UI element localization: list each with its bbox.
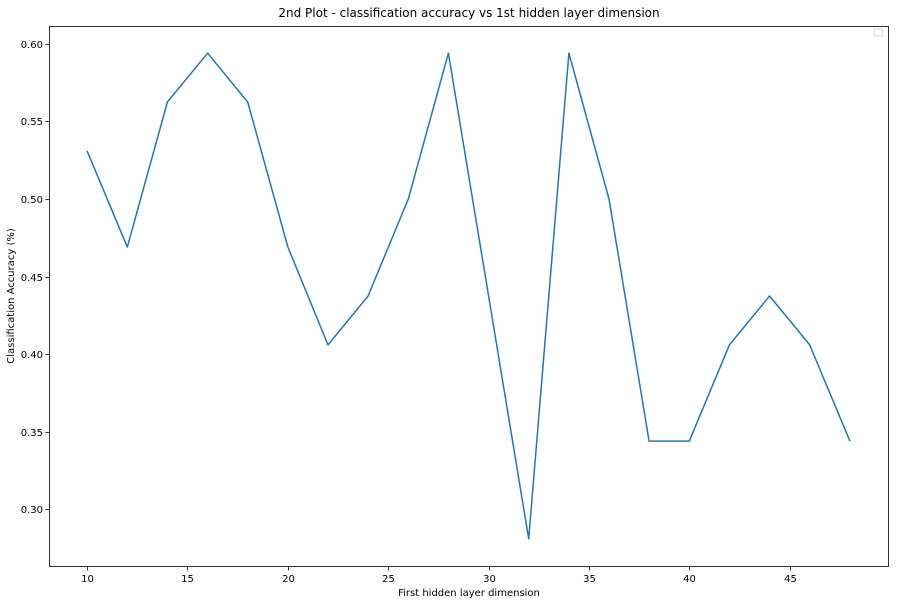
- x-tick-label: 25: [382, 574, 395, 585]
- x-tick-label: 40: [683, 574, 696, 585]
- x-tick-label: 10: [81, 574, 94, 585]
- x-tick-label: 35: [583, 574, 596, 585]
- y-tick-label: 0.45: [21, 273, 43, 284]
- y-tick-label: 0.60: [21, 40, 43, 51]
- y-tick-label: 0.40: [21, 350, 43, 361]
- y-axis-label: Classification Accuracy (%): [6, 228, 17, 364]
- x-axis-label: First hidden layer dimension: [398, 588, 540, 599]
- plot-area: 10 15 20 25 30 35 40 45 0.30 0.35 0.40 0.45 0.50 0.55…: [21, 26, 889, 585]
- legend-box: [873, 28, 883, 37]
- series-line: [86, 52, 851, 540]
- y-tick-label: 0.30: [21, 505, 43, 516]
- x-tick-label: 30: [483, 574, 496, 585]
- x-tick-label: 45: [784, 574, 797, 585]
- y-tick-label: 0.55: [21, 117, 43, 128]
- y-tick-label: 0.35: [21, 428, 43, 439]
- chart-title: 2nd Plot - classification accuracy vs 1s…: [278, 6, 659, 20]
- y-tick-label: 0.50: [21, 195, 43, 206]
- x-tick-label: 20: [282, 574, 295, 585]
- x-tick-label: 15: [181, 574, 194, 585]
- plot-frame: [49, 26, 889, 567]
